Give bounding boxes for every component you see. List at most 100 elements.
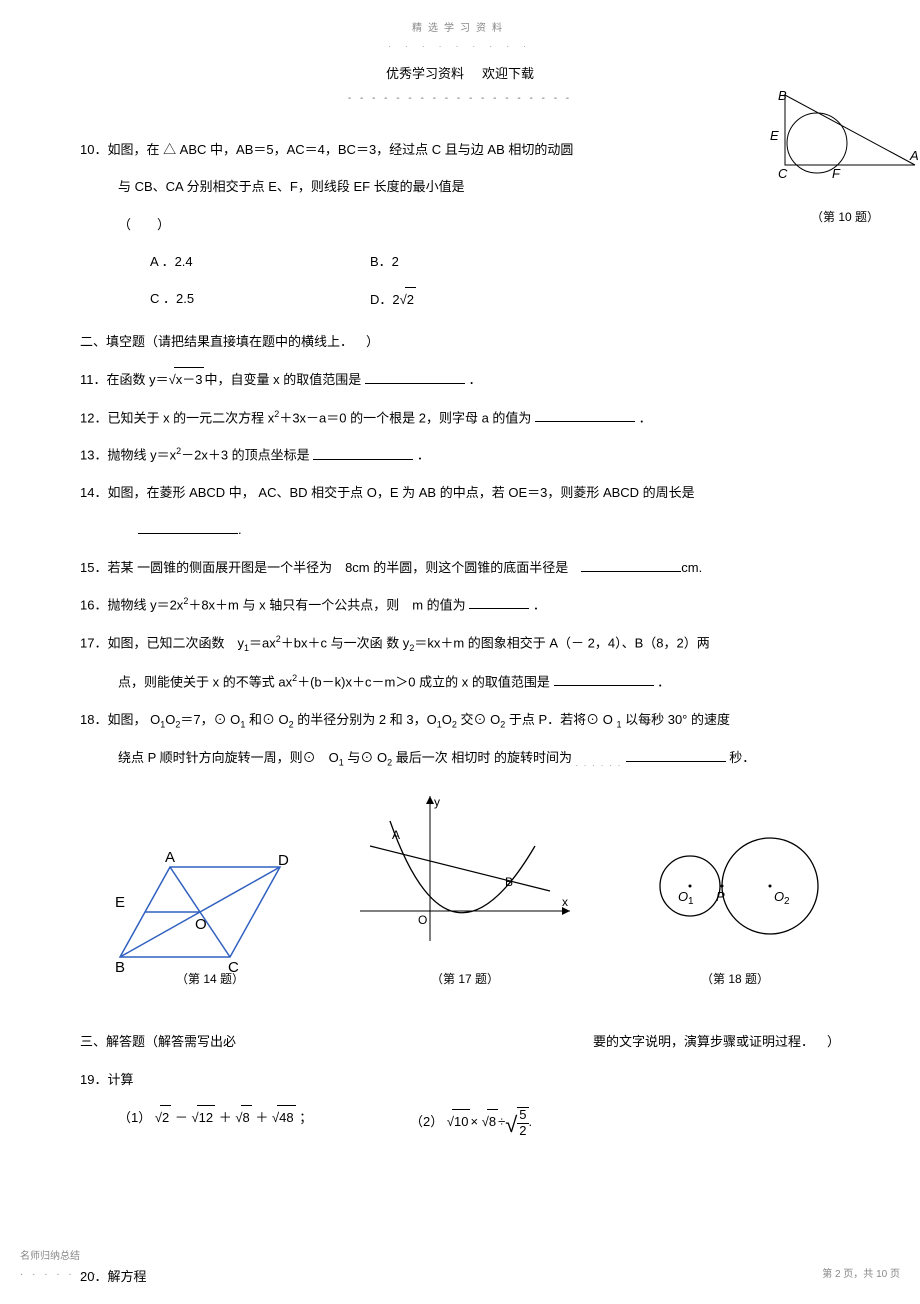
figure-q17-caption: （第 17 题） xyxy=(350,969,580,991)
q17-2a: 点，则能使关于 x 的不等式 ax xyxy=(118,674,292,689)
q11-end: ． xyxy=(465,372,482,387)
svg-text:D: D xyxy=(278,852,289,869)
q15-blank xyxy=(581,559,681,572)
q10-optd-pre: D．2 xyxy=(370,292,400,307)
q13-blank xyxy=(313,447,413,460)
q11: 11．在函数 y＝ x－3中，自变量 x 的取值范围是 ． xyxy=(80,367,840,391)
q15-text: 15．若某 一圆锥的侧面展开图是一个半径为 8cm 的半圆，则这个圆锥的底面半径… xyxy=(80,560,581,575)
q18-1i: 以每秒 30° 的速度 xyxy=(621,712,730,727)
footer-left: 名师归纳总结 · · · · · · · xyxy=(20,1248,99,1284)
svg-text:O: O xyxy=(774,889,784,904)
q19-part2: （2） 10× 8÷√52. xyxy=(410,1105,532,1145)
svg-text:O: O xyxy=(195,916,207,933)
q18-1h: 于点 P．若将⊙ O xyxy=(505,712,616,727)
q18-1d: 和⊙ O xyxy=(245,712,288,727)
svg-text:B: B xyxy=(778,90,787,103)
q13-end: ． xyxy=(413,448,430,463)
svg-text:2: 2 xyxy=(784,896,790,907)
figures-row: A D E O B C （第 14 题） y A B O x （第 17 题） xyxy=(100,791,840,990)
q19-r1: 2 xyxy=(160,1105,171,1129)
section-3-title: 三、解答题（解答需写出必 要的文字说明，演算步骤或证明过程． ） xyxy=(80,1030,840,1053)
q19-m3: ＋ xyxy=(255,1110,268,1125)
header-main-left: 优秀学习资料 xyxy=(386,66,464,81)
q10-options-ab: A ．2.4 B．2 xyxy=(80,250,840,273)
header-underline: - - - - - - - - - - - - - - - - - - - xyxy=(80,90,840,108)
q11-rad: x－3 xyxy=(174,367,205,391)
q12-mid: ＋3x－a＝0 的一个根是 2，则字母 a 的值为 xyxy=(279,410,535,425)
q19-p2a: （2） xyxy=(410,1114,443,1129)
q16: 16．抛物线 y＝2x2＋8x＋m 与 x 轴只有一个公共点，则 m 的值为 ． xyxy=(80,593,840,617)
q17-2b: ＋(b－k)x＋c－m＞0 成立的 x 的取值范围是 xyxy=(297,674,553,689)
q17-1d: ＝kx＋m 的图象相交于 A（－ 2，4）、B（8，2）两 xyxy=(414,635,709,650)
q18-1e: 的半径分别为 2 和 3，O xyxy=(294,712,437,727)
q11-post: 中，自变量 x 的取值范围是 xyxy=(204,372,364,387)
q18-line2: 绕点 P 顺时针方向旋转一周，则⊙ O1 与⊙ O2 最后一次 相切时 的旋转时… xyxy=(80,746,840,771)
q13: 13．抛物线 y＝x2－2x＋3 的顶点坐标是 ． xyxy=(80,443,840,467)
q19-dot: . xyxy=(529,1114,533,1129)
q15: 15．若某 一圆锥的侧面展开图是一个半径为 8cm 的半圆，则这个圆锥的底面半径… xyxy=(80,556,840,579)
q18-line1: 18．如图， O1O2＝7，⊙ O1 和⊙ O2 的半径分别为 2 和 3，O1… xyxy=(80,708,840,733)
header-main-right: 欢迎下载 xyxy=(482,66,534,81)
q19-fden: 2 xyxy=(517,1124,528,1138)
q18-1c: ＝7，⊙ O xyxy=(180,712,240,727)
q10-stem1: 10．如图，在 △ ABC 中，AB＝5，AC＝4，BC＝3，经过点 C 且与边… xyxy=(80,138,840,161)
q10-opt-c: C ．2.5 xyxy=(80,287,370,311)
q19-r4: 48 xyxy=(277,1105,295,1129)
figure-q17: y A B O x （第 17 题） xyxy=(350,791,580,990)
q19-p1a: （1） xyxy=(118,1110,151,1125)
sec3b: 要的文字说明，演算步骤或证明过程． ） xyxy=(593,1030,840,1053)
q18-2b: 与⊙ O xyxy=(344,750,387,765)
q19-fnum: 5 xyxy=(517,1108,528,1123)
q14-end: . xyxy=(238,522,242,537)
svg-text:A: A xyxy=(909,148,919,163)
q19-calc: （1） 2 － 12 ＋ 8 ＋ 48 ； （2） 10× 8÷√52. xyxy=(80,1105,840,1145)
q18-2a: 绕点 P 顺时针方向旋转一周，则⊙ O xyxy=(118,750,339,765)
q12-blank xyxy=(535,409,635,422)
svg-text:P: P xyxy=(716,889,725,904)
svg-text:E: E xyxy=(115,894,125,911)
svg-text:B: B xyxy=(115,959,125,976)
header-dots: · · · · · · · · · xyxy=(80,40,840,54)
q18-blank xyxy=(626,749,726,762)
footer-right: 第 2 页，共 10 页 xyxy=(822,1266,900,1284)
q17-blank xyxy=(554,673,654,686)
figure-q14: A D E O B C （第 14 题） xyxy=(100,837,300,990)
q18-2c: 最后一次 相切时 的旋转时间为 xyxy=(392,750,575,765)
q16-blank xyxy=(469,596,529,609)
q10-opt-a: A ．2.4 xyxy=(80,250,370,273)
svg-text:A: A xyxy=(392,828,400,842)
q18-1g: 交⊙ O xyxy=(457,712,500,727)
q14-blank-row: . xyxy=(80,518,840,541)
footer-left-text: 名师归纳总结 xyxy=(20,1248,99,1266)
svg-text:1: 1 xyxy=(688,896,694,907)
q16-end: ． xyxy=(529,597,546,612)
svg-text:A: A xyxy=(165,849,175,866)
q17-end: ． xyxy=(654,674,671,689)
q20: 20．解方程 xyxy=(80,1265,840,1288)
q11-blank xyxy=(365,371,465,384)
q18-1a: 18．如图， O xyxy=(80,712,160,727)
q10-stem2: 与 CB、CA 分别相交于点 E、F，则线段 EF 长度的最小值是 xyxy=(80,175,840,198)
q10-opt-b: B．2 xyxy=(370,250,399,273)
q19-r6: 8 xyxy=(487,1109,498,1133)
q19-r3: 8 xyxy=(241,1105,252,1129)
q18-dots: . . . . . . xyxy=(576,757,622,771)
figure-q18-caption: （第 18 题） xyxy=(630,969,840,991)
q12: 12．已知关于 x 的一元二次方程 x2＋3x－a＝0 的一个根是 2，则字母 … xyxy=(80,406,840,430)
q16-pre: 16．抛物线 y＝2x xyxy=(80,597,183,612)
q17-1b: ＝ax xyxy=(249,635,276,650)
q18-end: 秒． xyxy=(726,750,756,765)
q11-pre: 11．在函数 y＝ xyxy=(80,372,169,387)
q16-mid: ＋8x＋m 与 x 轴只有一个公共点，则 m 的值为 xyxy=(188,597,469,612)
section-2-title: 二、填空题（请把结果直接填在题中的横线上． ） xyxy=(80,330,840,353)
q19-m2: ＋ xyxy=(219,1110,232,1125)
svg-text:y: y xyxy=(434,795,440,809)
q10-opt-d: D．22 xyxy=(370,287,416,311)
q12-pre: 12．已知关于 x 的一元二次方程 x xyxy=(80,410,274,425)
q10-paren: （ ） xyxy=(80,213,840,236)
q19-m1: － xyxy=(175,1110,188,1125)
q17-line2: 点，则能使关于 x 的不等式 ax2＋(b－k)x＋c－m＞0 成立的 x 的取… xyxy=(80,670,840,694)
q19-mul: × xyxy=(470,1114,478,1129)
svg-text:O: O xyxy=(678,889,688,904)
svg-text:B: B xyxy=(505,875,513,889)
